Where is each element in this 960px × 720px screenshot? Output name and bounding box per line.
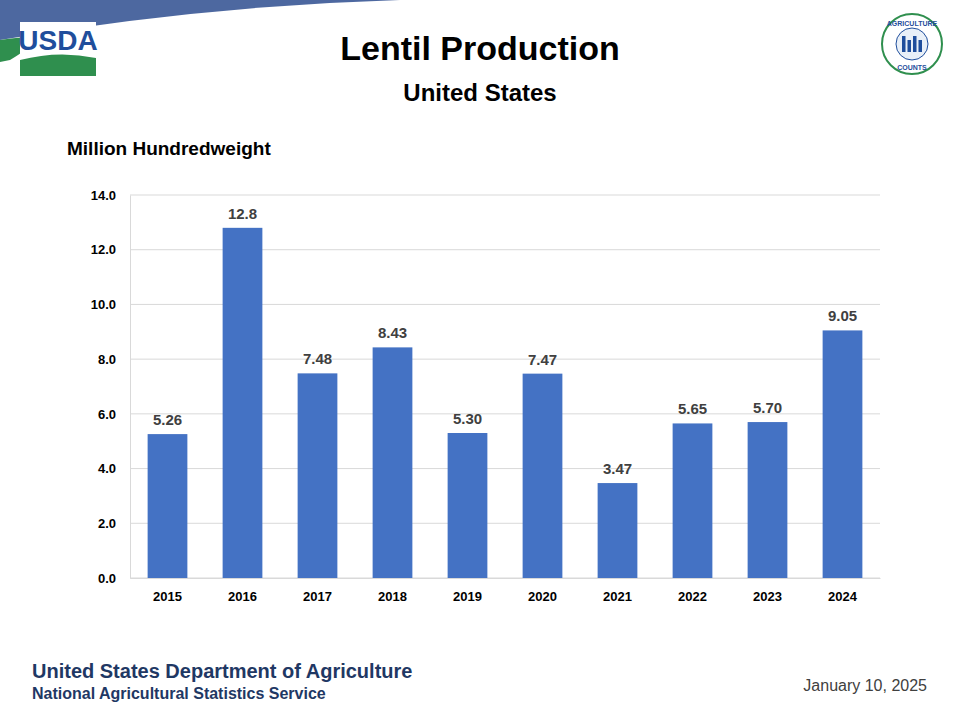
subtitle: United States xyxy=(403,79,556,106)
ag-counts-ring xyxy=(882,14,942,74)
y-tick: 12.0 xyxy=(91,242,130,257)
bar xyxy=(523,374,563,578)
x-tick-label: 2024 xyxy=(828,589,858,604)
data-label: 5.26 xyxy=(153,411,182,428)
data-label: 5.30 xyxy=(453,410,482,427)
ag-counts-bar xyxy=(908,40,912,52)
data-label: 12.8 xyxy=(228,205,257,222)
title: Lentil Production xyxy=(340,29,620,67)
x-axis-line xyxy=(131,578,881,579)
bar xyxy=(223,228,263,578)
bar xyxy=(448,433,488,578)
x-tick-label: 2023 xyxy=(753,589,782,604)
footer-date: January 10, 2025 xyxy=(803,677,927,694)
ag-counts-text-top: AGRICULTURE xyxy=(887,20,938,27)
y-axis-label: Million Hundredweight xyxy=(67,138,271,159)
ag-counts-text-bottom: COUNTS xyxy=(897,64,927,71)
data-label: 5.65 xyxy=(678,400,707,417)
y-tick-label: 12.0 xyxy=(91,242,116,257)
footer-agency: United States Department of Agriculture xyxy=(32,660,412,682)
data-label: 7.48 xyxy=(303,350,332,367)
bar xyxy=(373,347,413,578)
bar xyxy=(673,423,713,578)
y-tick-label: 10.0 xyxy=(91,297,116,312)
x-tick-label: 2016 xyxy=(228,589,257,604)
bar xyxy=(148,434,188,578)
y-tick-label: 14.0 xyxy=(91,188,116,203)
ag-counts-bar xyxy=(919,40,923,52)
grid-line xyxy=(130,195,880,196)
usda-logo-text: USDA xyxy=(18,25,97,56)
y-tick: 2.0 xyxy=(98,516,130,531)
x-tick-label: 2019 xyxy=(453,589,482,604)
x-tick: 2016 xyxy=(228,589,257,604)
ag-counts-bar xyxy=(902,36,906,52)
footer-service: National Agricultural Statistics Service xyxy=(32,685,326,702)
x-tick-label: 2020 xyxy=(528,589,557,604)
x-tick-label: 2017 xyxy=(303,589,332,604)
y-tick-label: 4.0 xyxy=(98,461,116,476)
x-tick-label: 2015 xyxy=(153,589,182,604)
data-label: 8.43 xyxy=(378,324,407,341)
y-tick: 14.0 xyxy=(91,188,130,203)
chart: USDA AGRICULTURE COUNTS Lentil Production Un… xyxy=(0,0,960,720)
usda-logo-swoosh xyxy=(20,54,96,76)
y-tick: 0.0 xyxy=(98,571,130,586)
x-tick: 2017 xyxy=(303,589,332,604)
data-labels: 5.26 12.8 7.48 8.43 5.30 7.47 3.47 5.65 5.70 9.05 xyxy=(153,205,857,477)
ag-counts-logo: AGRICULTURE COUNTS xyxy=(882,14,942,74)
y-tick-label: 6.0 xyxy=(98,407,116,422)
y-axis: 0.0 2.0 4.0 6.0 8.0 10.0 12.0 14.0 xyxy=(91,188,131,586)
x-tick: 2022 xyxy=(678,589,707,604)
x-tick: 2024 xyxy=(828,589,858,604)
data-label: 3.47 xyxy=(603,460,632,477)
data-label: 9.05 xyxy=(828,307,857,324)
x-tick-label: 2018 xyxy=(378,589,407,604)
x-tick: 2020 xyxy=(528,589,557,604)
bar xyxy=(298,373,338,578)
x-axis: 2015 2016 2017 2018 2019 2020 2021 2022 2023 2024 xyxy=(131,579,881,605)
bar xyxy=(598,483,638,578)
y-tick: 10.0 xyxy=(91,297,130,312)
y-tick: 4.0 xyxy=(98,461,130,476)
usda-logo: USDA xyxy=(18,22,97,76)
y-tick: 6.0 xyxy=(98,407,130,422)
grid xyxy=(130,195,880,578)
x-tick: 2019 xyxy=(453,589,482,604)
y-tick-label: 8.0 xyxy=(98,352,116,367)
bar xyxy=(748,422,788,578)
y-tick-label: 2.0 xyxy=(98,516,116,531)
y-axis-line xyxy=(130,196,131,579)
data-label: 5.70 xyxy=(753,399,782,416)
data-label: 7.47 xyxy=(528,351,557,368)
x-tick: 2023 xyxy=(753,589,782,604)
x-tick: 2015 xyxy=(153,589,182,604)
ag-counts-bar xyxy=(913,36,917,52)
x-tick: 2018 xyxy=(378,589,407,604)
ag-counts-inner xyxy=(896,28,928,60)
bar xyxy=(823,330,863,578)
y-tick-label: 0.0 xyxy=(98,571,116,586)
x-tick-label: 2022 xyxy=(678,589,707,604)
x-tick-label: 2021 xyxy=(603,589,632,604)
bars xyxy=(148,228,863,578)
x-tick: 2021 xyxy=(603,589,632,604)
y-tick: 8.0 xyxy=(98,352,130,367)
